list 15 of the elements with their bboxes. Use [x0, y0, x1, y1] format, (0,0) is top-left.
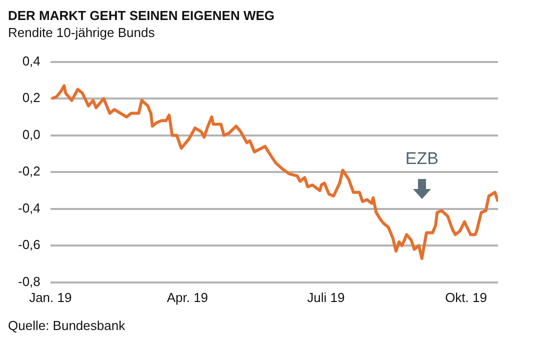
y-tick-label: -0,4 [18, 200, 40, 216]
annotation: EZB [404, 148, 440, 169]
y-tick-label: -0,2 [18, 164, 40, 179]
y-tick-label: -0,8 [18, 274, 40, 289]
chart-title: DER MARKT GEHT SEINEN EIGENEN WEG [8, 8, 276, 23]
x-tick-label: Jan. 19 [29, 290, 72, 305]
x-tick-label: Juli 19 [307, 290, 345, 305]
source-note: Quelle: Bundesbank [8, 318, 126, 333]
chart-subtitle: Rendite 10-jährige Bunds [8, 25, 156, 40]
x-tick-label: Okt. 19 [445, 290, 487, 305]
y-tick-label: 0,0 [22, 126, 40, 142]
y-tick-label: 0,2 [22, 90, 40, 106]
y-tick-label: -0,6 [18, 237, 40, 252]
y-tick-label: 0,4 [22, 53, 40, 68]
x-tick-label: Apr. 19 [166, 290, 208, 305]
